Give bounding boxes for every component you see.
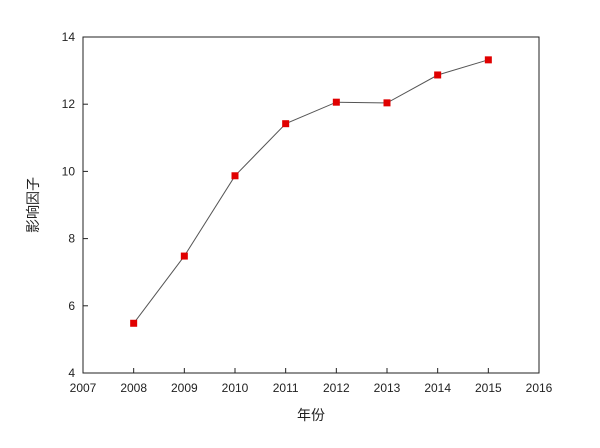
x-tick-label: 2009	[171, 381, 198, 395]
ticks-layer: 2007 2008 2009 2010 2011 2012 2013 2014 2015 2016…	[62, 30, 553, 395]
x-tick-label: 2008	[120, 381, 147, 395]
y-tick-label: 10	[62, 164, 76, 178]
x-tick-label: 2011	[273, 381, 299, 395]
x-tick-label: 2015	[475, 381, 502, 395]
y-tick-label: 4	[68, 366, 75, 380]
data-point	[332, 98, 340, 106]
series-line	[133, 59, 489, 324]
data-point	[484, 56, 492, 64]
x-axis-title: 年份	[297, 408, 325, 424]
series-layer	[130, 56, 492, 327]
data-point	[434, 71, 442, 79]
x-tick-label: 2016	[526, 381, 553, 395]
x-tick-label: 2013	[374, 381, 401, 395]
y-axis-title: 影响因子	[26, 177, 42, 233]
y-tick-label: 14	[62, 30, 76, 44]
x-tick-label: 2012	[323, 381, 350, 395]
y-tick-label: 8	[68, 232, 75, 246]
y-tick-label: 6	[68, 299, 75, 313]
y-tick-label: 12	[62, 97, 76, 111]
data-point	[383, 99, 391, 107]
data-point	[231, 172, 239, 180]
x-tick-label: 2014	[424, 381, 451, 395]
plot-frame	[82, 36, 540, 374]
data-point	[180, 252, 188, 260]
data-point	[130, 319, 138, 327]
x-tick-label: 2010	[222, 381, 249, 395]
x-tick-label: 2007	[70, 381, 97, 395]
data-point	[282, 120, 290, 128]
